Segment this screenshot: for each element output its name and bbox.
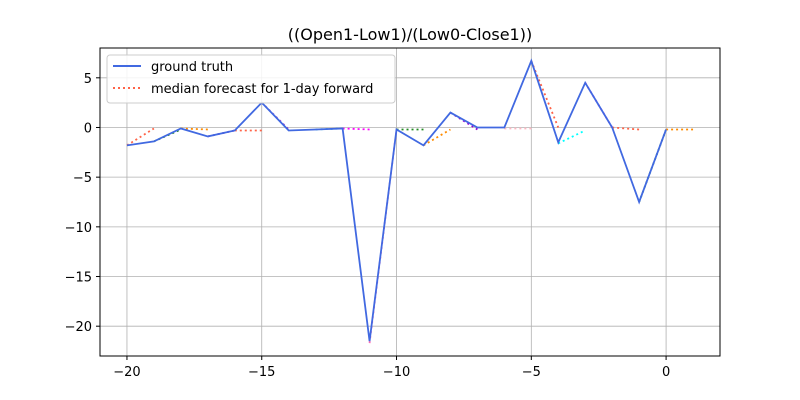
legend-label-median-forecast: median forecast for 1-day forward [151,82,373,97]
y-tick-label: 5 [84,72,92,87]
y-tick-label: −5 [73,171,92,186]
series-lines [126,58,667,342]
x-tick-label: −15 [248,365,275,380]
chart-title: ((Open1-Low1)/(Low0-Close1)) [288,25,532,44]
plot-frame [99,47,721,357]
y-tick-label: −15 [65,271,92,286]
legend-label-ground-truth: ground truth [151,60,233,75]
x-tick-label: −10 [383,365,410,380]
legend-box [106,54,396,104]
y-tick-label: 0 [84,121,92,136]
x-tick-label: −5 [522,365,541,380]
x-tick-label: 0 [662,365,670,380]
forecast-line [423,128,451,147]
legend: ground truth median forecast for 1-day f… [106,54,396,104]
x-tick-label: −20 [113,365,140,380]
y-tick-label: −10 [65,221,92,236]
forecast-line [342,127,370,131]
forecast-line [126,127,155,147]
y-tick-label: −20 [65,320,92,335]
axis-ticks: −20 −15 −10 −5 0 5 0 −5 −10 −15 −20 [65,72,671,380]
ground-truth-line [126,58,667,342]
